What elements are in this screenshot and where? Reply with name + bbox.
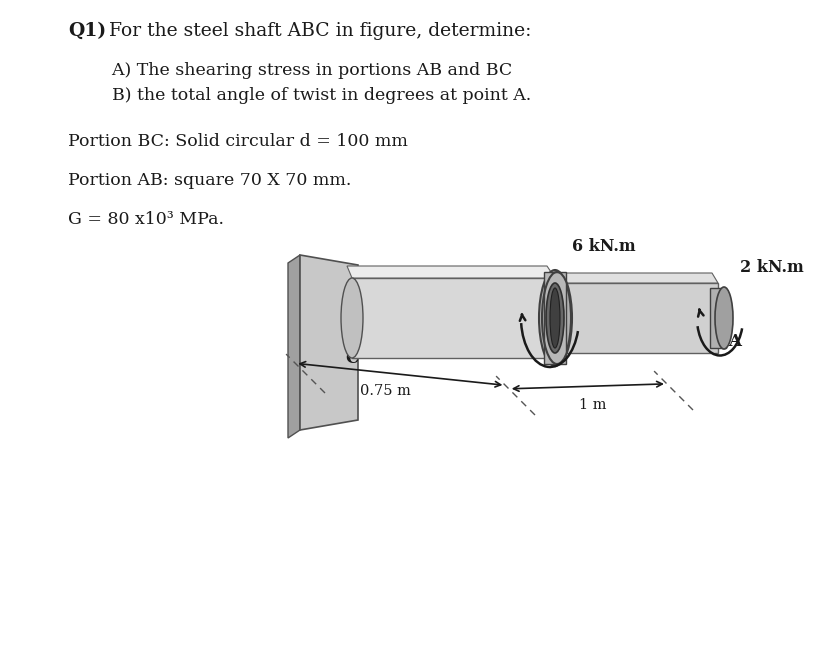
Polygon shape bbox=[288, 255, 299, 438]
Bar bbox=[709, 288, 725, 348]
Text: For the steel shaft ABC in figure, determine:: For the steel shaft ABC in figure, deter… bbox=[103, 22, 531, 40]
Ellipse shape bbox=[545, 283, 563, 353]
Polygon shape bbox=[357, 270, 381, 283]
Text: B: B bbox=[559, 336, 573, 353]
Text: B) the total angle of twist in degrees at point A.: B) the total angle of twist in degrees a… bbox=[90, 87, 531, 104]
Text: G = 80 x10³ MPa.: G = 80 x10³ MPa. bbox=[68, 211, 224, 228]
Text: 6 kN.m: 6 kN.m bbox=[571, 238, 635, 255]
Text: 2 kN.m: 2 kN.m bbox=[739, 258, 803, 276]
Ellipse shape bbox=[549, 288, 559, 348]
Text: Portion AB: square 70 X 70 mm.: Portion AB: square 70 X 70 mm. bbox=[68, 172, 351, 189]
Bar bbox=[351, 278, 554, 358]
Text: Q1): Q1) bbox=[68, 22, 106, 40]
Bar bbox=[543, 272, 566, 364]
Polygon shape bbox=[347, 266, 554, 278]
Text: 1 m: 1 m bbox=[578, 398, 606, 413]
Ellipse shape bbox=[538, 270, 571, 366]
Bar bbox=[554, 283, 717, 353]
Ellipse shape bbox=[715, 287, 732, 349]
Ellipse shape bbox=[341, 278, 362, 358]
Polygon shape bbox=[299, 255, 357, 430]
Text: Portion BC: Solid circular d = 100 mm: Portion BC: Solid circular d = 100 mm bbox=[68, 133, 408, 150]
Polygon shape bbox=[550, 273, 717, 283]
Text: C: C bbox=[345, 350, 358, 367]
Text: A) The shearing stress in portions AB and BC: A) The shearing stress in portions AB an… bbox=[90, 62, 512, 79]
Text: 0.75 m: 0.75 m bbox=[360, 384, 410, 398]
Text: A: A bbox=[727, 333, 740, 350]
